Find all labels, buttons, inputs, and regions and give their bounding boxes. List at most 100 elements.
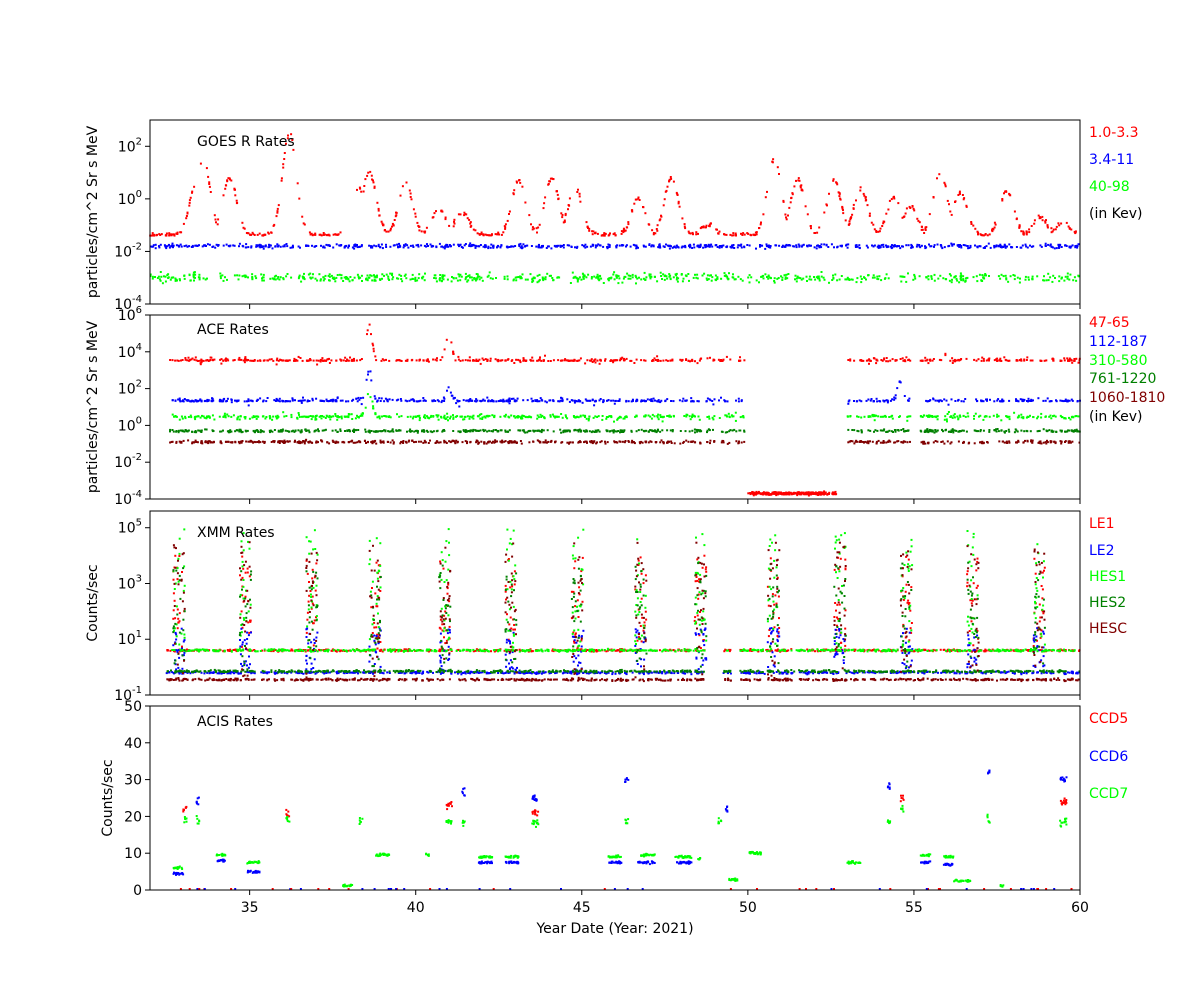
- goes-data-point: [474, 246, 477, 249]
- goes-data-point: [311, 234, 314, 237]
- ace-data-point: [277, 399, 280, 402]
- goes-data-point: [441, 274, 444, 277]
- goes-data-point: [1024, 278, 1027, 281]
- goes-data-point: [247, 246, 250, 249]
- ace-data-point: [360, 403, 363, 406]
- goes-data-point: [412, 208, 415, 211]
- ace-data-point: [259, 359, 262, 362]
- ace-data-point: [458, 405, 461, 408]
- goes-data-point: [539, 246, 542, 249]
- ace-data-point: [274, 400, 277, 402]
- ace-data-point: [332, 415, 335, 418]
- ace-data-point: [1007, 359, 1010, 362]
- ace-data-point: [482, 430, 485, 433]
- goes-data-point: [997, 244, 1000, 247]
- ace-data-point: [623, 357, 625, 360]
- goes-data-point: [675, 278, 678, 281]
- ace-data-point: [480, 440, 483, 443]
- ace-data-point: [367, 370, 370, 373]
- ace-data-point: [618, 399, 621, 402]
- ace-data-point: [895, 359, 898, 362]
- goes-data-point: [323, 246, 326, 249]
- ace-data-point: [230, 430, 233, 433]
- ace-data-point: [418, 417, 421, 419]
- ace-data-point: [452, 417, 455, 420]
- ace-data-point: [182, 439, 185, 442]
- goes-data-point: [1050, 231, 1053, 234]
- ace-data-point: [1036, 417, 1039, 420]
- goes-data-point: [549, 180, 551, 183]
- ace-data-point: [1017, 400, 1020, 403]
- ace-data-point: [456, 415, 459, 418]
- goes-data-point: [544, 278, 547, 281]
- ace-data-point: [947, 411, 950, 413]
- goes-data-point: [759, 245, 761, 248]
- ace-data-point: [408, 399, 411, 402]
- goes-data-point: [699, 246, 702, 248]
- goes-data-point: [393, 219, 396, 221]
- ace-data-point: [246, 400, 248, 403]
- goes-data-point: [477, 245, 480, 248]
- goes-data-point: [645, 276, 648, 279]
- ace-data-point: [849, 359, 852, 362]
- ace-data-point: [1030, 440, 1032, 443]
- ace-data-point: [376, 416, 379, 419]
- goes-data-point: [614, 234, 617, 237]
- goes-data-point: [373, 186, 376, 189]
- ace-data-point: [962, 415, 965, 417]
- goes-data-point: [626, 272, 629, 275]
- goes-data-point: [966, 245, 969, 247]
- ace-data-point: [729, 429, 732, 432]
- ace-data-point: [265, 400, 268, 403]
- ace-data-point: [404, 399, 407, 402]
- ace-data-point: [204, 399, 207, 402]
- goes-data-point: [164, 280, 167, 283]
- ace-data-point: [874, 429, 877, 432]
- ace-data-point: [247, 440, 250, 443]
- goes-data-point: [407, 246, 410, 249]
- ace-data-point: [594, 429, 597, 432]
- goes-data-point: [440, 209, 443, 212]
- ace-data-point: [421, 429, 424, 432]
- ace-data-point: [308, 400, 311, 402]
- ace-data-point: [465, 399, 468, 402]
- ace-data-point: [287, 359, 289, 362]
- ace-data-point: [417, 400, 420, 403]
- goes-data-point: [1050, 245, 1053, 248]
- goes-data-point: [373, 274, 375, 277]
- ace-data-point: [627, 400, 630, 403]
- goes-data-point: [328, 275, 331, 278]
- goes-data-point: [878, 275, 881, 278]
- ace-data-point: [452, 430, 455, 432]
- goes-data-point: [1015, 246, 1018, 248]
- goes-data-point: [958, 245, 961, 248]
- ace-data-point: [661, 415, 663, 418]
- ace-data-point: [439, 359, 442, 361]
- goes-data-point: [832, 178, 835, 181]
- goes-data-point: [470, 224, 473, 227]
- goes-data-point: [1060, 222, 1063, 225]
- goes-data-point: [769, 245, 772, 247]
- ace-data-point: [391, 439, 394, 442]
- goes-data-point: [389, 272, 392, 275]
- goes-data-point: [418, 225, 421, 228]
- ace-data-point: [424, 441, 427, 444]
- ace-data-point: [524, 416, 527, 419]
- goes-data-point: [465, 275, 468, 278]
- goes-data-point: [675, 272, 678, 275]
- ace-data-point: [309, 358, 312, 360]
- goes-data-point: [683, 223, 686, 226]
- ace-data-point: [697, 415, 700, 418]
- goes-data-point: [1044, 221, 1047, 224]
- goes-data-point: [202, 277, 205, 280]
- ace-data-point: [329, 399, 332, 402]
- ace-data-point: [300, 430, 303, 433]
- ace-data-point: [504, 429, 507, 432]
- goes-data-point: [1043, 275, 1045, 278]
- ace-data-point: [617, 400, 620, 402]
- ace-data-point: [537, 429, 540, 432]
- ace-data-point: [540, 416, 543, 418]
- ace-data-point: [1001, 440, 1004, 443]
- ace-data-point: [326, 400, 329, 402]
- goes-data-point: [1068, 246, 1071, 249]
